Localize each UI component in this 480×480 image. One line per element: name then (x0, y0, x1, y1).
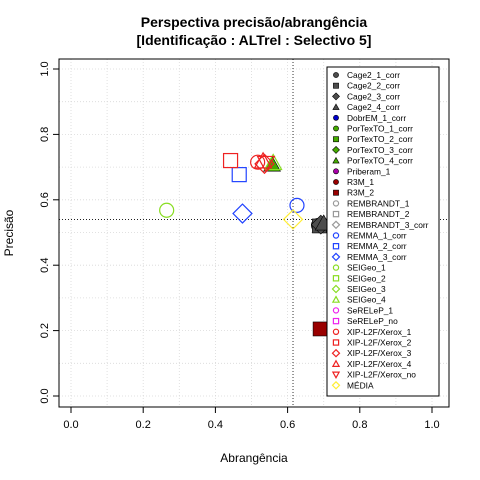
legend-marker-rembrandt-2 (332, 210, 340, 218)
legend-label: Cage2_2_corr (347, 81, 400, 91)
y-tick-label: 0.0 (39, 388, 51, 403)
legend-marker-cage2-1-corr (333, 72, 339, 78)
legend-box (326, 66, 440, 397)
legend-marker-cage2-3-corr (332, 92, 340, 101)
legend-marker-m-dia (331, 380, 341, 390)
legend-marker-serelep-no (332, 317, 340, 325)
legend-label: XIP-L2F/Xerox_1 (347, 327, 412, 337)
x-axis: 0.0 0.2 0.4 0.6 0.8 1.0 (63, 406, 440, 431)
x-tick-label: 1.0 (424, 419, 439, 431)
legend-marker-portexto-3-corr (332, 145, 340, 154)
legend-marker-xip-l2f-xerox-3 (331, 348, 341, 358)
legend-marker-portexto-1-corr (333, 125, 339, 132)
legend-label: Cage2_1_corr (347, 70, 400, 80)
legend-marker-xip-l2f-xerox-4 (331, 359, 341, 367)
data-points (159, 151, 333, 337)
legend-label: SEIGeo_4 (347, 295, 386, 305)
legend-marker-priberam-1 (333, 168, 339, 175)
x-axis-label: Abrangência (220, 451, 288, 465)
legend-label: R3M_2 (347, 188, 374, 198)
x-tick-label: 0.0 (63, 419, 78, 431)
y-tick-label: 0.8 (39, 127, 51, 142)
legend-label: PorTexTO_2_corr (347, 134, 413, 144)
data-point-remma-2-corr (231, 167, 247, 183)
chart-title: Perspectiva precisão/abrangência (141, 14, 368, 30)
x-tick-label: 0.2 (136, 419, 151, 431)
legend-marker-portexto-4-corr (332, 156, 340, 164)
legend-marker-rembrandt-3-corr (331, 220, 341, 230)
y-tick-label: 1.0 (39, 61, 51, 76)
legend-marker-r3m-2 (333, 189, 339, 196)
legend-label: DobrEM_1_corr (347, 113, 406, 123)
y-axis-label: Precisão (2, 209, 16, 256)
data-point-xip-l2f-xerox-2 (222, 152, 239, 169)
legend-label: Priberam_1 (347, 166, 391, 176)
legend-marker-dobrem-1-corr (333, 114, 339, 121)
legend-marker-seigeo-2 (332, 275, 340, 282)
data-point-xip-l2f-xerox-no (256, 155, 276, 173)
x-tick-label: 0.6 (280, 419, 295, 431)
legend-marker-seigeo-3 (331, 284, 341, 294)
legend: Cage2_1_corrCage2_2_corrCage2_3_corrCage… (326, 66, 440, 397)
legend-label: REMMA_2_corr (347, 241, 407, 251)
legend-marker-remma-2-corr (332, 243, 340, 250)
data-point-m-dia (282, 209, 304, 230)
data-point-r3m-2 (312, 321, 328, 337)
y-tick-label: 0.4 (39, 258, 51, 273)
y-axis: 0.0 0.2 0.4 0.6 0.8 1.0 (39, 61, 60, 404)
legend-label: REMMA_1_corr (347, 231, 407, 241)
legend-marker-remma-3-corr (331, 252, 341, 262)
data-point-xip-l2f-xerox-4 (253, 151, 273, 169)
data-point-remma-3-corr (232, 203, 253, 224)
legend-label: SeRELeP_1 (347, 305, 393, 315)
legend-label: XIP-L2F/Xerox_3 (347, 348, 412, 358)
legend-label: REMBRANDT_2 (347, 209, 410, 219)
legend-label: REMMA_3_corr (347, 252, 407, 262)
legend-label: PorTexTO_1_corr (347, 124, 413, 134)
x-tick-label: 0.4 (208, 419, 223, 431)
chart-subtitle: [Identificação : ALTrel : Selectivo 5] (137, 32, 372, 48)
legend-label: R3M_1 (347, 177, 374, 187)
legend-label: SEIGeo_1 (347, 263, 386, 273)
legend-marker-xip-l2f-xerox-no (331, 371, 341, 379)
legend-marker-portexto-2-corr (333, 136, 339, 143)
legend-marker-serelep-1 (332, 307, 340, 314)
legend-label: SEIGeo_2 (347, 273, 386, 283)
x-tick-label: 0.8 (352, 419, 367, 431)
legend-label: XIP-L2F/Xerox_4 (347, 359, 412, 369)
legend-marker-xip-l2f-xerox-1 (332, 328, 340, 335)
legend-label: REMBRANDT_1 (347, 198, 410, 208)
legend-label: XIP-L2F/Xerox_no (347, 370, 416, 380)
data-point-xip-l2f-xerox-1 (250, 154, 266, 170)
legend-label: Cage2_3_corr (347, 91, 400, 101)
data-point-remma-1-corr (289, 197, 305, 213)
legend-marker-remma-1-corr (332, 232, 340, 239)
data-point-seigeo-4 (263, 153, 283, 171)
legend-marker-xip-l2f-xerox-2 (332, 339, 340, 346)
legend-label: REMBRANDT_3_corr (347, 220, 429, 230)
legend-label: Cage2_4_corr (347, 102, 400, 112)
legend-label: PorTexTO_4_corr (347, 156, 413, 166)
legend-label: SeRELeP_no (347, 316, 398, 326)
legend-marker-rembrandt-1 (332, 200, 340, 207)
y-tick-label: 0.2 (39, 323, 51, 338)
legend-marker-seigeo-4 (331, 295, 341, 303)
legend-marker-cage2-2-corr (333, 82, 339, 89)
legend-marker-cage2-4-corr (332, 103, 340, 110)
legend-marker-r3m-1 (333, 179, 339, 185)
legend-label: PorTexTO_3_corr (347, 145, 413, 155)
legend-label: SEIGeo_3 (347, 284, 386, 294)
legend-marker-seigeo-1 (332, 264, 340, 271)
y-tick-label: 0.6 (39, 192, 51, 207)
legend-label: XIP-L2F/Xerox_2 (347, 338, 412, 348)
legend-label: MÉDIA (347, 380, 374, 390)
data-point-seigeo-1 (159, 202, 175, 218)
